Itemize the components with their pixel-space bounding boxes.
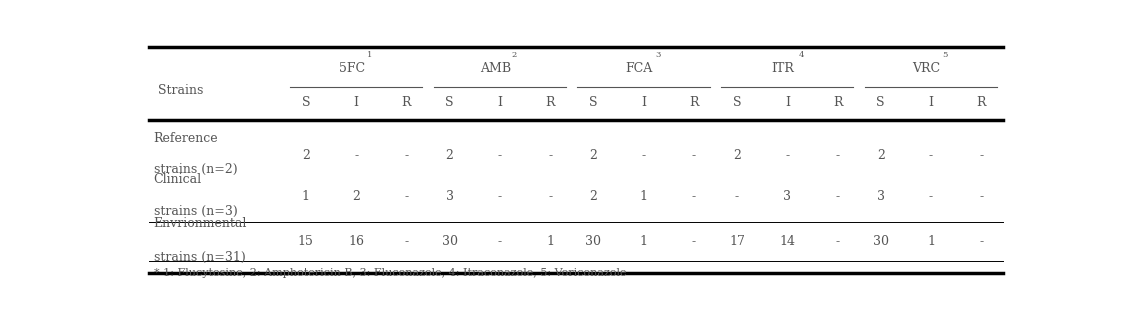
Text: -: -: [549, 149, 552, 162]
Text: -: -: [405, 235, 408, 248]
Text: -: -: [691, 149, 696, 162]
Text: 30: 30: [872, 235, 889, 248]
Text: 2: 2: [877, 149, 885, 162]
Text: -: -: [786, 149, 789, 162]
Text: 15: 15: [298, 235, 314, 248]
Text: S: S: [733, 96, 741, 109]
Text: R: R: [833, 96, 842, 109]
Text: 2: 2: [352, 190, 360, 203]
Text: I: I: [354, 96, 359, 109]
Text: 2: 2: [511, 51, 516, 59]
Text: S: S: [445, 96, 454, 109]
Text: -: -: [979, 235, 984, 248]
Text: 1: 1: [927, 235, 935, 248]
Text: 1: 1: [301, 190, 310, 203]
Text: Envrionmental: Envrionmental: [154, 217, 247, 230]
Text: S: S: [589, 96, 598, 109]
Text: strains (n=2): strains (n=2): [154, 163, 237, 176]
Text: 2: 2: [302, 149, 310, 162]
Text: AMB: AMB: [480, 62, 511, 75]
Text: FCA: FCA: [626, 62, 653, 75]
Text: -: -: [498, 149, 502, 162]
Text: 3: 3: [783, 190, 791, 203]
Text: strains (n=31): strains (n=31): [154, 251, 245, 264]
Text: 3: 3: [655, 51, 660, 59]
Text: strains (n=3): strains (n=3): [154, 205, 237, 218]
Text: -: -: [405, 190, 408, 203]
Text: Strains: Strains: [157, 84, 203, 97]
Text: R: R: [977, 96, 986, 109]
Text: 3: 3: [877, 190, 885, 203]
Text: I: I: [785, 96, 790, 109]
Text: -: -: [354, 149, 359, 162]
Text: -: -: [979, 149, 984, 162]
Text: 2: 2: [445, 149, 453, 162]
Text: -: -: [928, 190, 933, 203]
Text: 2: 2: [733, 149, 741, 162]
Text: -: -: [405, 149, 408, 162]
Text: 2: 2: [589, 190, 597, 203]
Text: 1: 1: [640, 190, 647, 203]
Text: 5: 5: [942, 51, 948, 59]
Text: -: -: [835, 235, 840, 248]
Text: * 1: Flucytosine, 2: Amphotericin B, 3: Fluconazole, 4: Itraconazole, 5: Voricon: * 1: Flucytosine, 2: Amphotericin B, 3: …: [154, 268, 626, 278]
Text: Clinical: Clinical: [154, 173, 201, 186]
Text: 17: 17: [729, 235, 745, 248]
Text: 2: 2: [589, 149, 597, 162]
Text: -: -: [928, 149, 933, 162]
Text: Reference: Reference: [154, 132, 218, 145]
Text: 16: 16: [348, 235, 364, 248]
Text: 30: 30: [586, 235, 601, 248]
Text: -: -: [835, 149, 840, 162]
Text: -: -: [691, 190, 696, 203]
Text: R: R: [401, 96, 411, 109]
Text: -: -: [691, 235, 696, 248]
Text: VRC: VRC: [913, 62, 941, 75]
Text: 1: 1: [640, 235, 647, 248]
Text: 1: 1: [546, 235, 554, 248]
Text: 4: 4: [799, 51, 804, 59]
Text: ITR: ITR: [771, 62, 795, 75]
Text: -: -: [735, 190, 740, 203]
Text: 3: 3: [445, 190, 453, 203]
Text: 30: 30: [442, 235, 457, 248]
Text: -: -: [498, 190, 502, 203]
Text: R: R: [545, 96, 555, 109]
Text: -: -: [549, 190, 552, 203]
Text: I: I: [641, 96, 646, 109]
Text: -: -: [642, 149, 645, 162]
Text: R: R: [689, 96, 699, 109]
Text: 1: 1: [368, 51, 373, 59]
Text: S: S: [301, 96, 310, 109]
Text: I: I: [497, 96, 502, 109]
Text: S: S: [877, 96, 885, 109]
Text: -: -: [979, 190, 984, 203]
Text: 5FC: 5FC: [338, 62, 365, 75]
Text: 14: 14: [779, 235, 796, 248]
Text: I: I: [928, 96, 934, 109]
Text: -: -: [498, 235, 502, 248]
Text: -: -: [835, 190, 840, 203]
